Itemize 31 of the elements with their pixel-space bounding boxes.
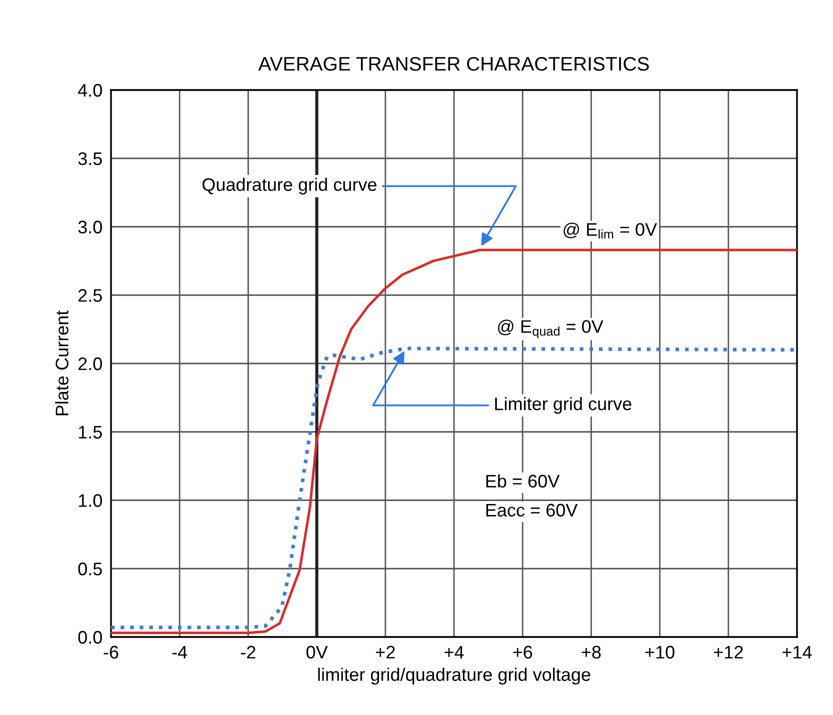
annotation: Quadrature grid curve: [202, 178, 376, 195]
x-tick-label: +8: [582, 646, 601, 659]
y-tick-label: 1.0: [78, 494, 102, 507]
annotation: Eb = 60V: [486, 474, 560, 488]
annotation: @ E$_{quad}$ = 0V: [498, 320, 604, 338]
y-tick-label: 1.5: [78, 426, 102, 439]
x-tick-label: +6: [513, 646, 532, 659]
y-tick-label: 2.5: [78, 289, 102, 302]
x-tick-label: +10: [645, 646, 674, 659]
x-tick-label: -2: [240, 646, 256, 658]
annotation: @ E$_{lim}$ = 0V: [564, 222, 657, 239]
y-tick-label: 2.0: [78, 357, 102, 370]
x-tick-label: +4: [444, 646, 464, 658]
y-tick-label: 0.5: [78, 562, 102, 576]
annotation: Limiter grid curve: [495, 396, 632, 414]
x-tick-label: +2: [376, 646, 395, 658]
x-tick-label: 0V: [306, 646, 328, 659]
y-tick-label: 4.0: [78, 84, 102, 97]
y-tick-label: 3.0: [78, 220, 102, 234]
line-series: [111, 346, 797, 630]
x-axis-title: limiter grid/quadrature grid voltage: [318, 668, 590, 685]
y-tick-label: 0.0: [78, 630, 102, 644]
x-tick-label: +12: [714, 646, 743, 658]
x-tick-label: +14: [782, 646, 812, 658]
y-axis-title: Plate Current: [55, 310, 68, 416]
x-tick-label: -6: [104, 646, 118, 659]
chart-title: AVERAGE TRANSFER CHARACTERISTICS: [258, 56, 649, 71]
line-series: [111, 248, 797, 634]
x-tick-label: -4: [172, 646, 188, 658]
y-tick-label: 3.5: [78, 152, 102, 166]
annotation: Eacc = 60V: [486, 504, 578, 517]
